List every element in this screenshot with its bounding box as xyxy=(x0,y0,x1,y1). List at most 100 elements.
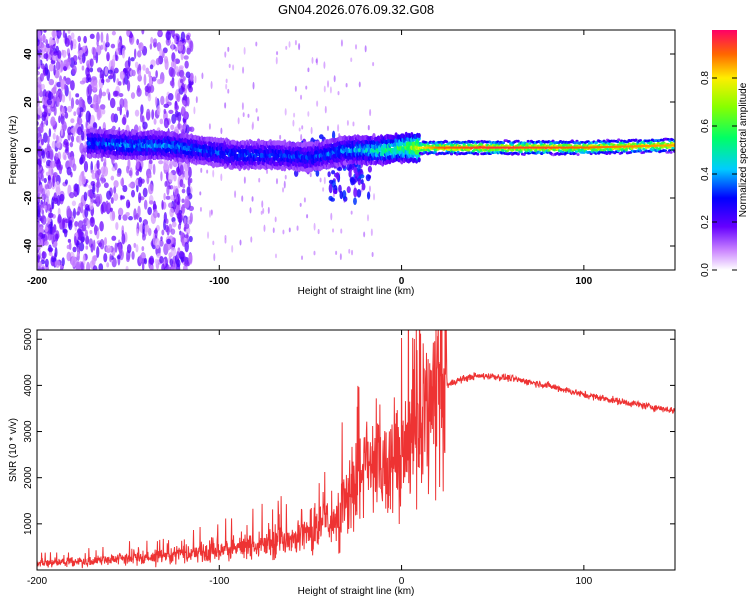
spectrogram-ridge-cell xyxy=(590,146,593,149)
spectrogram-ridge-cell xyxy=(611,145,613,148)
spectrogram-ridge-cell xyxy=(551,146,553,149)
spectrogram-ridge-cell xyxy=(651,144,654,147)
spectrogram-noise-cell xyxy=(39,73,44,82)
spectrogram-noise-cell xyxy=(92,183,95,195)
spectrogram-noise-cell xyxy=(182,76,186,81)
spectrogram-ridge-cell xyxy=(531,146,534,149)
spectrogram-noise-cell xyxy=(327,80,330,88)
spectrogram-ridge-cell xyxy=(511,146,514,149)
spectrogram-noise-cell xyxy=(168,202,173,209)
spectrogram-noise-cell xyxy=(48,90,52,101)
spectrogram-noise-cell xyxy=(128,183,133,188)
spectrogram-cell xyxy=(417,132,421,139)
colorbar-label: Normalized spectral amplitude xyxy=(738,82,749,217)
spectrogram-ridge-cell xyxy=(572,146,575,149)
spectrogram-noise-cell xyxy=(300,133,303,141)
spectrogram-ridge-cell xyxy=(471,146,474,149)
spectrogram-noise-cell xyxy=(369,109,372,117)
spectrogram-noise-cell xyxy=(294,39,297,46)
spectrogram-noise-cell xyxy=(89,202,94,210)
spectrogram-noise-cell xyxy=(220,127,223,135)
spectrogram-noise-cell xyxy=(130,92,136,99)
spectrogram-ridge-cell xyxy=(512,146,515,149)
spectrogram-ridge-cell xyxy=(523,146,526,149)
spectrogram-noise-cell xyxy=(83,191,88,202)
spectrogram-noise-cell xyxy=(47,174,51,181)
spectrogram-noise-cell xyxy=(40,193,47,201)
spectrogram-ridge-cell xyxy=(508,146,511,149)
spectrogram-ridge-cell xyxy=(659,144,662,147)
spectrogram-noise-cell xyxy=(95,51,99,64)
spectrogram-noise-cell xyxy=(130,189,136,198)
spectrogram-noise-cell xyxy=(51,99,54,107)
spectrogram-noise-cell xyxy=(360,188,363,193)
spectrogram-noise-cell xyxy=(79,142,85,154)
spectrogram-ridge-cell xyxy=(453,146,456,149)
spectrogram-cell xyxy=(476,152,480,156)
snr-ytick-label: 3000 xyxy=(23,420,34,443)
spectrogram-noise-cell xyxy=(46,189,50,198)
spectrogram-noise-cell xyxy=(69,211,73,218)
spectrogram-noise-cell xyxy=(157,30,163,37)
spectrogram-cell xyxy=(576,153,580,156)
spectrogram-noise-cell xyxy=(76,107,81,116)
spectrogram-noise-cell xyxy=(170,266,176,270)
spectrogram-ridge-cell xyxy=(520,146,523,149)
spectrogram-noise-cell xyxy=(131,250,135,260)
spectrogram-noise-cell xyxy=(78,174,83,187)
spectrogram-noise-cell xyxy=(299,202,302,207)
spectrogram-noise-cell xyxy=(283,180,286,189)
spectrogram-noise-cell xyxy=(182,99,186,106)
spectrogram-noise-cell xyxy=(173,58,177,70)
spectrogram-noise-cell xyxy=(68,90,72,102)
spectrogram-noise-cell xyxy=(154,238,161,250)
spectrogram-noise-cell xyxy=(121,116,127,125)
spectrogram-noise-cell xyxy=(326,125,329,132)
spectrogram-ridge-cell xyxy=(505,146,507,149)
spectrogram-ridge-cell xyxy=(490,146,493,149)
spectrogram-noise-cell xyxy=(184,60,189,69)
spectrogram-noise-cell xyxy=(61,120,67,132)
spectrogram-noise-cell xyxy=(188,253,193,265)
spectrogram-noise-cell xyxy=(85,110,91,123)
spectrogram-noise-cell xyxy=(364,45,367,53)
spectrogram-noise-cell xyxy=(51,30,57,38)
spectrogram-noise-cell xyxy=(96,159,100,170)
spectrogram-cell xyxy=(423,143,427,147)
spectrogram-noise-cell xyxy=(159,48,163,56)
spectrogram-ridge-cell xyxy=(598,146,600,149)
spectrogram-noise-cell xyxy=(79,80,86,85)
spectrogram-noise-cell xyxy=(159,256,164,264)
spectrogram-cell xyxy=(361,182,366,191)
spectrogram-noise-cell xyxy=(350,210,353,215)
spectrogram-noise-cell xyxy=(159,118,164,125)
spectrogram-noise-cell xyxy=(96,246,100,259)
spectrogram-noise-cell xyxy=(173,35,177,44)
spectrogram-ridge-cell xyxy=(495,146,498,149)
spectrogram-ridge-cell xyxy=(660,144,663,147)
spectrogram-noise-cell xyxy=(109,253,112,263)
spectrogram-ridge-cell xyxy=(539,146,541,149)
spectrogram-ridge-cell xyxy=(579,146,582,149)
spectrogram-noise-cell xyxy=(65,142,69,152)
spectrogram-ridge-cell xyxy=(536,146,539,149)
spectrogram-noise-cell xyxy=(89,67,94,73)
spectrogram-cell xyxy=(338,184,342,193)
spectrogram-noise-cell xyxy=(165,195,171,200)
spectrogram-cell xyxy=(346,163,352,171)
spectrogram-noise-cell xyxy=(125,212,130,217)
spectrogram-noise-cell xyxy=(243,47,246,55)
spectrogram-noise-cell xyxy=(150,36,154,44)
spectrogram-noise-cell xyxy=(48,78,55,86)
spectrogram-ridge-cell xyxy=(607,145,610,148)
spectrogram-cell xyxy=(528,141,532,145)
spectrogram-noise-cell xyxy=(307,67,310,73)
spectrogram-noise-cell xyxy=(149,264,154,270)
spectrogram-noise-cell xyxy=(184,223,190,229)
spectrogram-noise-cell xyxy=(276,51,279,56)
spectrogram-noise-cell xyxy=(115,221,119,231)
spectrogram-noise-cell xyxy=(95,193,101,203)
spectrogram-noise-cell xyxy=(372,61,375,67)
spectrogram-noise-cell xyxy=(148,159,153,165)
